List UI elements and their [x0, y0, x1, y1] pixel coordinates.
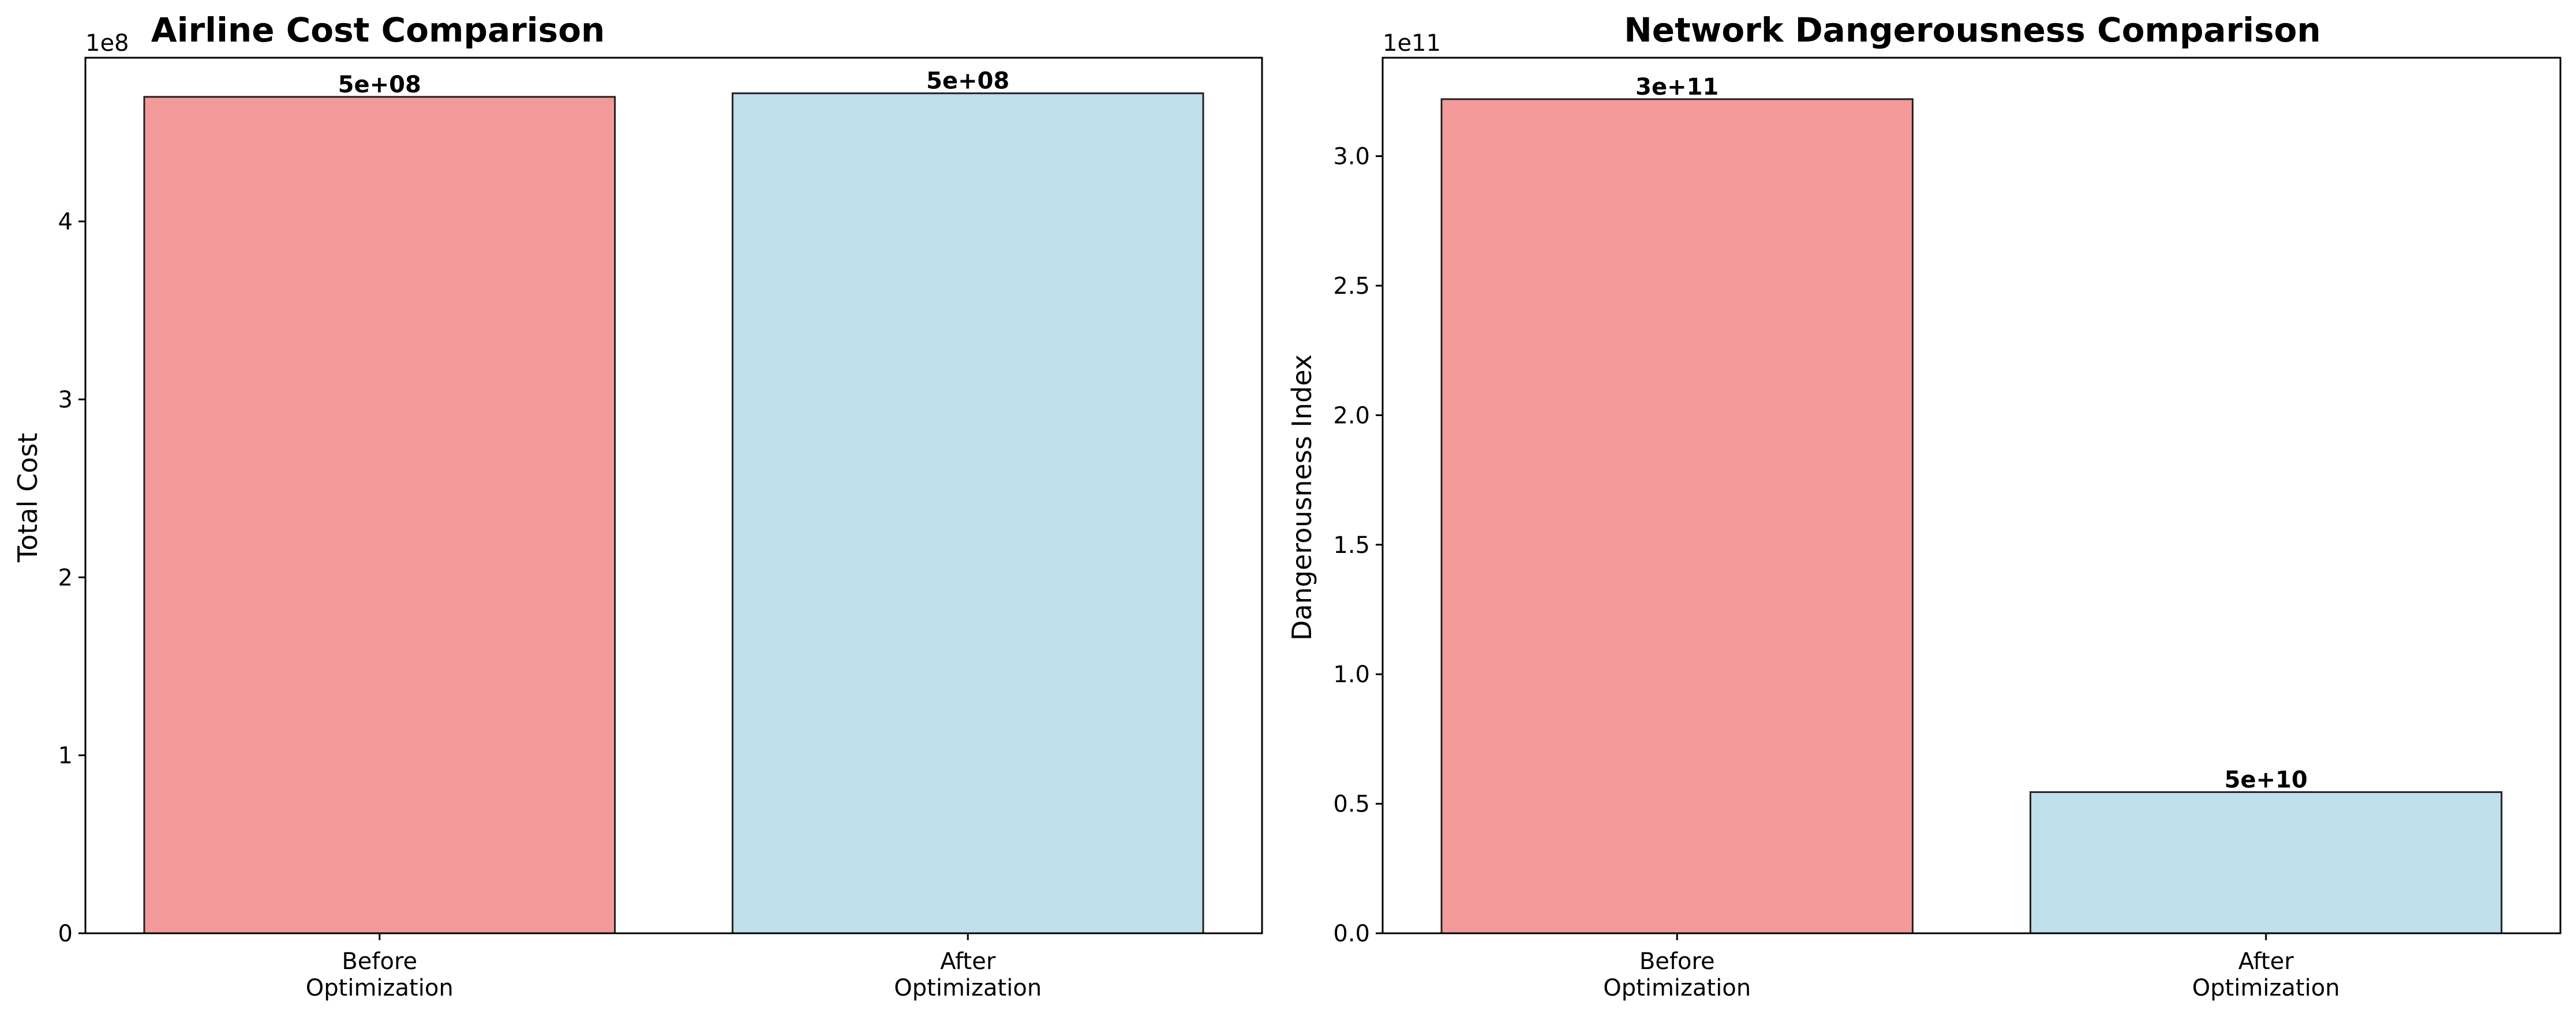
bar-labels: 5e+08 5e+08 [338, 68, 1010, 98]
bars [1440, 98, 2503, 934]
chart-network-dangerousness: Network Dangerousness Comparison 1e11 Da… [1286, 10, 2562, 1001]
x-tick-label-0-0: Before [1639, 948, 1715, 975]
bar-1 [2030, 791, 2503, 934]
axis-multiplier: 1e8 [85, 30, 129, 57]
y-tick-label-2: 2 [58, 564, 73, 591]
y-tick-label-3: 3 [58, 387, 73, 413]
y-ticks: 0.0 0.5 1.0 1.5 2.0 2.5 3.0 [1333, 144, 1383, 947]
chart-airline-cost: Airline Cost Comparison 1e8 Total Cost 5… [12, 10, 1263, 1001]
bar-1 [731, 92, 1204, 934]
axis-multiplier: 1e11 [1383, 30, 1441, 57]
x-tick-label-1-0: After [2238, 948, 2294, 975]
y-tick-label-4: 4 [58, 209, 73, 235]
x-tick-label-0-1: Optimization [1603, 975, 1751, 1001]
bar-0 [1440, 98, 1914, 934]
y-tick-label-0: 0 [58, 921, 73, 947]
y-tick-label-4: 2.0 [1333, 402, 1370, 429]
x-tick-label-0-0: Before [342, 948, 417, 975]
y-ticks: 0 1 2 3 4 [58, 209, 85, 947]
y-tick-label-3: 1.5 [1333, 532, 1370, 559]
chart-title: Airline Cost Comparison [151, 10, 605, 50]
plot-frame [1381, 57, 2562, 934]
bar-0 [143, 96, 616, 934]
x-tick-label-1-0: After [940, 948, 996, 975]
y-tick-label-1: 0.5 [1333, 791, 1370, 818]
x-tick-label-1-1: Optimization [2192, 975, 2340, 1001]
chart-title: Network Dangerousness Comparison [1624, 10, 2321, 50]
bar-value-label-1: 5e+08 [926, 68, 1009, 95]
y-tick-label-1: 1 [58, 743, 73, 769]
y-tick-label-0: 0.0 [1333, 921, 1370, 947]
y-axis-label: Dangerousness Index [1286, 354, 1317, 641]
x-tick-label-1-1: Optimization [894, 975, 1042, 1001]
plot-frame [84, 57, 1263, 934]
y-axis-label: Total Cost [12, 433, 43, 563]
y-tick-label-6: 3.0 [1333, 144, 1370, 170]
bar-value-label-1: 5e+10 [2225, 766, 2308, 793]
bar-value-label-0: 3e+11 [1635, 74, 1718, 100]
bars [143, 92, 1204, 934]
x-tick-label-0-1: Optimization [306, 975, 454, 1001]
bar-value-label-0: 5e+08 [338, 72, 421, 98]
y-tick-label-5: 2.5 [1333, 273, 1370, 300]
y-tick-label-2: 1.0 [1333, 661, 1370, 688]
bar-labels: 3e+11 5e+10 [1635, 74, 2308, 794]
